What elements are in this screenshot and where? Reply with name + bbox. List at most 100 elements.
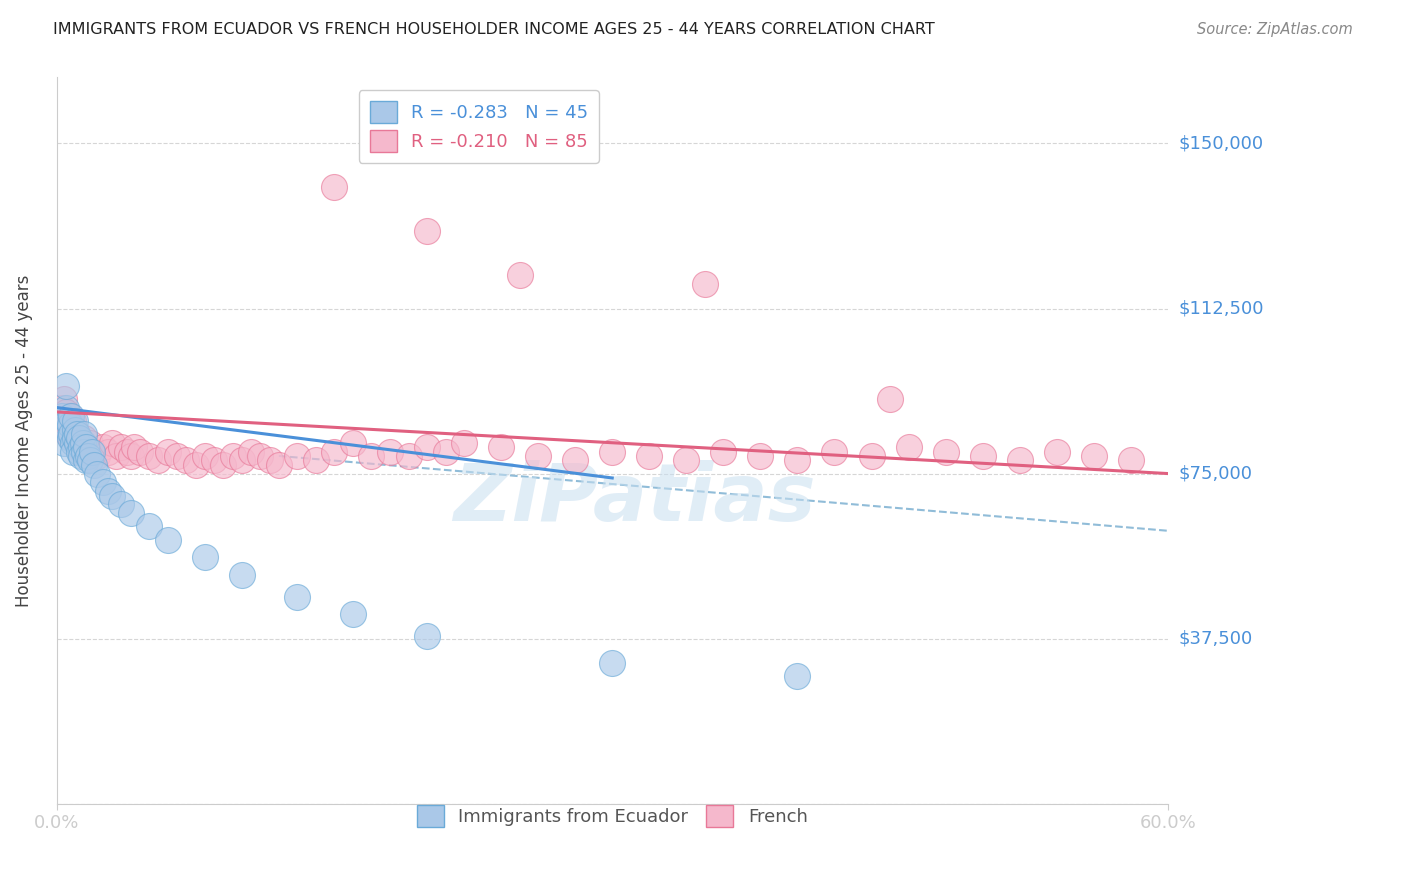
Point (63, 423, 86, 437)
Point (600, 656, 623, 670)
Point (75, 440, 97, 454)
Point (138, 449, 160, 463)
Point (342, 435, 364, 450)
Point (342, 607, 364, 622)
Point (287, 590, 309, 604)
Point (434, 444, 457, 458)
Point (897, 440, 920, 454)
Point (194, 550, 217, 565)
Point (53, 423, 76, 437)
Point (231, 453, 253, 467)
Point (72, 435, 94, 450)
Point (360, 449, 382, 463)
Point (860, 449, 883, 463)
Point (1083, 449, 1105, 463)
Point (240, 444, 263, 458)
Point (416, 225, 439, 239)
Point (77, 444, 100, 458)
Text: $37,500: $37,500 (1180, 630, 1253, 648)
Point (323, 180, 346, 194)
Point (91, 440, 114, 454)
Point (63, 423, 86, 437)
Point (55, 418, 77, 433)
Point (564, 453, 586, 467)
Point (73, 426, 96, 441)
Text: $75,000: $75,000 (1180, 465, 1253, 483)
Point (66, 426, 89, 441)
Point (56, 414, 79, 428)
Y-axis label: Householder Income Ages 25 - 44 years: Householder Income Ages 25 - 44 years (15, 275, 32, 607)
Point (63, 431, 86, 445)
Point (879, 392, 901, 406)
Point (77, 449, 100, 463)
Point (287, 449, 309, 463)
Text: $150,000: $150,000 (1180, 135, 1264, 153)
Point (97, 444, 120, 458)
Point (489, 440, 512, 454)
Point (416, 440, 439, 454)
Point (58, 431, 80, 445)
Point (110, 497, 132, 511)
Point (86, 449, 108, 463)
Text: Source: ZipAtlas.com: Source: ZipAtlas.com (1197, 22, 1353, 37)
Point (75, 453, 97, 467)
Point (249, 449, 271, 463)
Point (86, 467, 108, 481)
Point (75, 440, 97, 454)
Point (1046, 444, 1069, 458)
Point (323, 444, 346, 458)
Point (212, 458, 235, 472)
Point (156, 444, 179, 458)
Point (786, 453, 808, 467)
Point (51, 401, 73, 415)
Point (786, 669, 808, 683)
Point (231, 567, 253, 582)
Point (67, 444, 90, 458)
Point (73, 444, 96, 458)
Point (110, 440, 132, 454)
Point (675, 453, 697, 467)
Point (600, 444, 623, 458)
Point (104, 449, 127, 463)
Point (101, 489, 124, 503)
Point (56, 414, 79, 428)
Point (115, 444, 138, 458)
Point (60, 431, 83, 445)
Point (83, 458, 105, 472)
Point (53, 392, 76, 406)
Point (202, 453, 225, 467)
Point (935, 444, 957, 458)
Point (120, 449, 142, 463)
Point (184, 458, 207, 472)
Point (60, 426, 83, 441)
Point (66, 426, 89, 441)
Point (97, 484, 120, 499)
Point (1008, 453, 1031, 467)
Point (416, 629, 439, 643)
Point (67, 440, 90, 454)
Point (69, 449, 91, 463)
Point (124, 440, 146, 454)
Point (194, 449, 217, 463)
Point (259, 453, 281, 467)
Point (693, 277, 716, 292)
Point (79, 435, 101, 450)
Point (83, 444, 105, 458)
Point (166, 449, 188, 463)
Point (58, 418, 80, 433)
Point (60, 418, 83, 433)
Point (55, 378, 77, 392)
Point (55, 405, 77, 419)
Point (62, 444, 84, 458)
Point (69, 435, 91, 450)
Point (91, 475, 114, 490)
Text: ZiPatias: ZiPatias (453, 459, 815, 538)
Point (63, 414, 86, 428)
Point (62, 426, 84, 441)
Point (63, 431, 86, 445)
Point (58, 409, 80, 424)
Point (378, 444, 401, 458)
Point (51, 409, 73, 424)
Point (156, 533, 179, 547)
Point (69, 440, 91, 454)
